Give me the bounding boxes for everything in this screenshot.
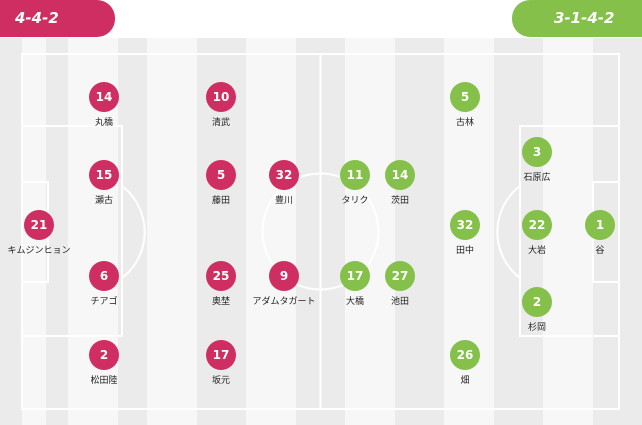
player-number: 6 xyxy=(89,261,119,291)
player-number: 3 xyxy=(522,137,552,167)
player-name: 松田陸 xyxy=(90,376,118,386)
player-name: 池田 xyxy=(390,297,410,307)
player-number: 10 xyxy=(206,82,236,112)
player-number: 21 xyxy=(24,210,54,240)
player-number: 14 xyxy=(89,82,119,112)
player-name: 茨田 xyxy=(390,196,410,206)
player-name: タリク xyxy=(341,196,369,206)
player-number: 25 xyxy=(206,261,236,291)
player-number: 15 xyxy=(89,160,119,190)
player-name: 田中 xyxy=(455,246,475,256)
player-number: 17 xyxy=(206,340,236,370)
player-name: 坂元 xyxy=(211,376,231,386)
player-name: 瀬古 xyxy=(94,196,114,206)
player-number: 32 xyxy=(269,160,299,190)
home-formation-badge: 4-4-2 xyxy=(0,0,115,37)
player-name: 谷 xyxy=(595,246,605,256)
player-number: 9 xyxy=(269,261,299,291)
player-name: 古林 xyxy=(455,118,475,128)
player-number: 14 xyxy=(385,160,415,190)
player-name: キムジンヒョン xyxy=(7,246,71,256)
player-name: 畑 xyxy=(460,376,470,386)
player-name: 清武 xyxy=(211,118,231,128)
player-name: 丸橋 xyxy=(94,118,114,128)
player-number: 5 xyxy=(206,160,236,190)
player-name: 藤田 xyxy=(211,196,231,206)
player-name: 大岩 xyxy=(527,246,547,256)
player-name: 杉岡 xyxy=(527,323,547,333)
player-number: 32 xyxy=(450,210,480,240)
player-number: 27 xyxy=(385,261,415,291)
player-number: 11 xyxy=(340,160,370,190)
away-formation-badge: 3-1-4-2 xyxy=(512,0,642,37)
player-name: 大橋 xyxy=(345,297,365,307)
player-number: 5 xyxy=(450,82,480,112)
player-name: 石原広 xyxy=(523,173,551,183)
player-number: 2 xyxy=(522,287,552,317)
player-number: 26 xyxy=(450,340,480,370)
pitch-lines xyxy=(21,53,620,410)
player-number: 2 xyxy=(89,340,119,370)
player-number: 1 xyxy=(585,210,615,240)
player-number: 22 xyxy=(522,210,552,240)
player-name: チアゴ xyxy=(90,297,118,307)
player-name: 豊川 xyxy=(274,196,294,206)
player-name: 奥埜 xyxy=(211,297,231,307)
player-number: 17 xyxy=(340,261,370,291)
player-name: アダムタガート xyxy=(252,297,316,307)
